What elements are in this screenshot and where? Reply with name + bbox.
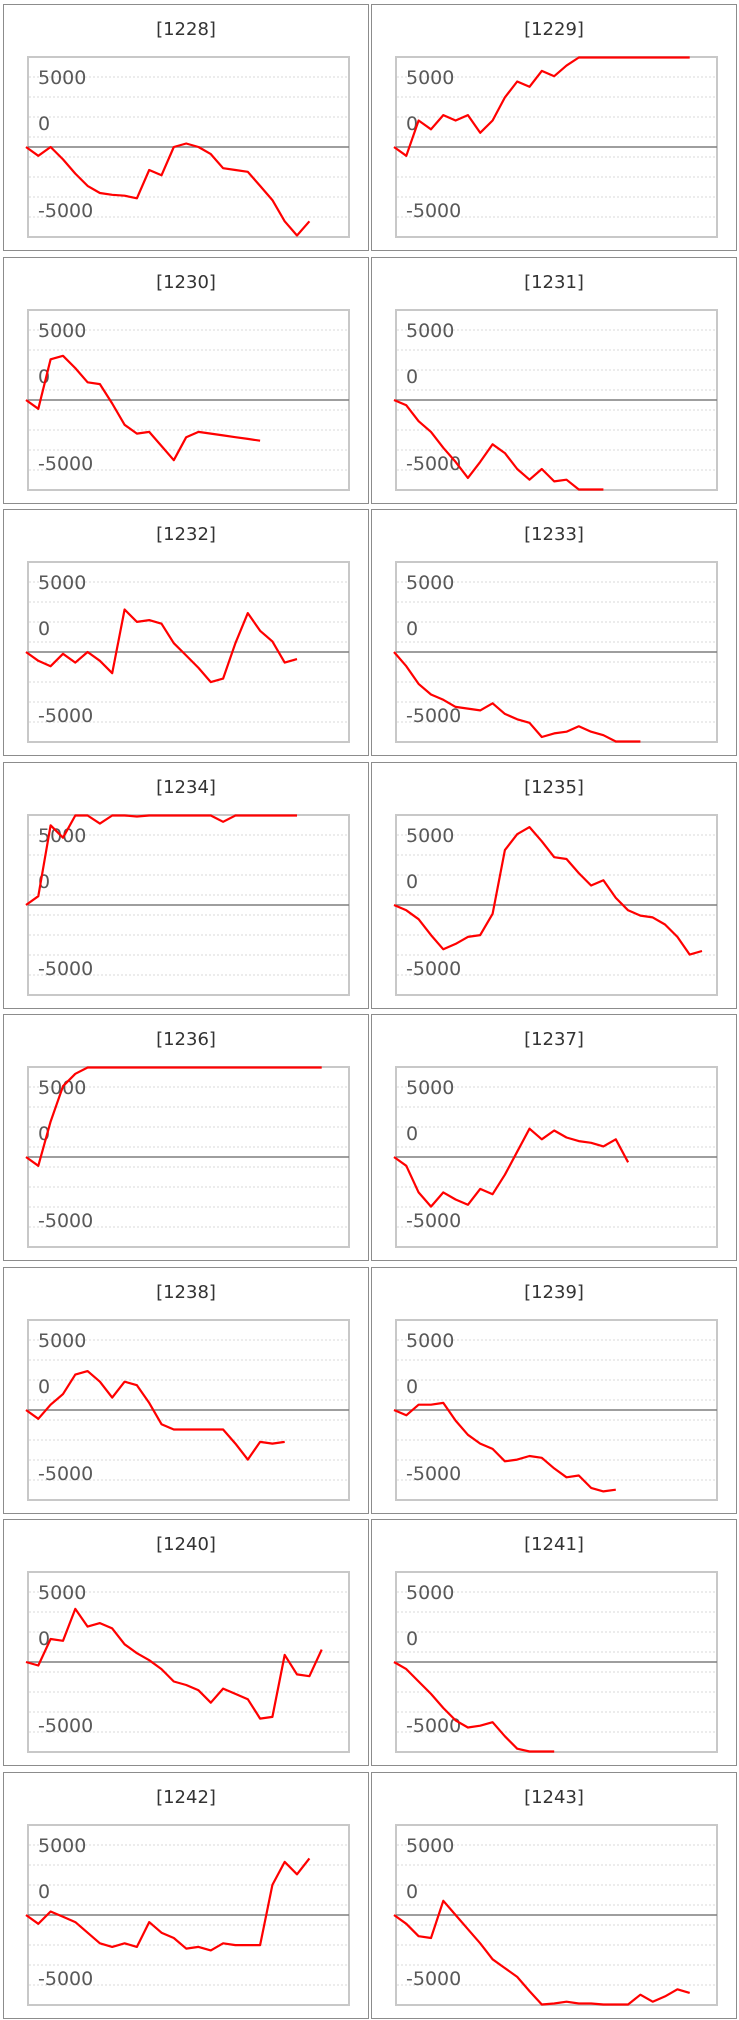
y-tick-label: 5000 [38,1582,86,1604]
y-tick-label: -5000 [38,958,93,980]
line-chart: 5000 0 -5000 [372,510,738,757]
y-tick-label: -5000 [38,200,93,222]
line-chart: 5000 0 -5000 [4,1268,370,1515]
y-tick-label: 5000 [406,1582,454,1604]
y-tick-label: -5000 [406,705,461,727]
y-tick-label: 5000 [38,320,86,342]
y-tick-label: -5000 [38,1210,93,1232]
y-tick-label: 0 [406,1628,418,1650]
y-tick-label: -5000 [406,1463,461,1485]
y-tick-label: -5000 [38,705,93,727]
y-tick-label: 0 [406,1881,418,1903]
y-tick-label: 5000 [406,320,454,342]
line-chart: 5000 0 -5000 [372,763,738,1010]
y-tick-label: 0 [38,618,50,640]
y-tick-label: 5000 [406,1835,454,1857]
line-chart: 5000 0 -5000 [372,1773,738,2020]
y-tick-label: -5000 [406,453,461,475]
y-tick-label: 5000 [406,572,454,594]
y-tick-label: 0 [406,366,418,388]
y-tick-label: 5000 [38,1835,86,1857]
y-tick-label: 5000 [38,1330,86,1352]
y-tick-label: 5000 [406,1330,454,1352]
y-tick-label: 0 [406,1376,418,1398]
y-tick-label: -5000 [406,1968,461,1990]
y-tick-label: -5000 [38,1463,93,1485]
line-chart: 5000 0 -5000 [4,1773,370,2020]
line-chart: 5000 0 -5000 [4,1520,370,1767]
y-tick-label: 0 [406,618,418,640]
y-tick-label: -5000 [406,958,461,980]
line-chart: 5000 0 -5000 [372,1268,738,1515]
y-tick-label: -5000 [406,200,461,222]
y-tick-label: 0 [38,1881,50,1903]
line-chart: 5000 0 -5000 [4,5,370,252]
y-tick-label: 0 [38,1628,50,1650]
y-tick-label: -5000 [38,1968,93,1990]
y-tick-label: 5000 [38,572,86,594]
y-tick-label: 5000 [406,825,454,847]
y-tick-label: 5000 [406,67,454,89]
y-tick-label: -5000 [406,1210,461,1232]
y-tick-label: 0 [406,1123,418,1145]
y-tick-label: 0 [406,871,418,893]
line-chart: 5000 0 -5000 [4,510,370,757]
y-tick-label: 5000 [406,1077,454,1099]
y-tick-label: -5000 [38,453,93,475]
y-tick-label: 5000 [38,67,86,89]
line-chart: 5000 0 -5000 [372,258,738,505]
line-chart: 5000 0 -5000 [372,1015,738,1262]
y-tick-label: -5000 [38,1715,93,1737]
y-tick-label: 0 [38,1376,50,1398]
y-tick-label: 0 [38,113,50,135]
